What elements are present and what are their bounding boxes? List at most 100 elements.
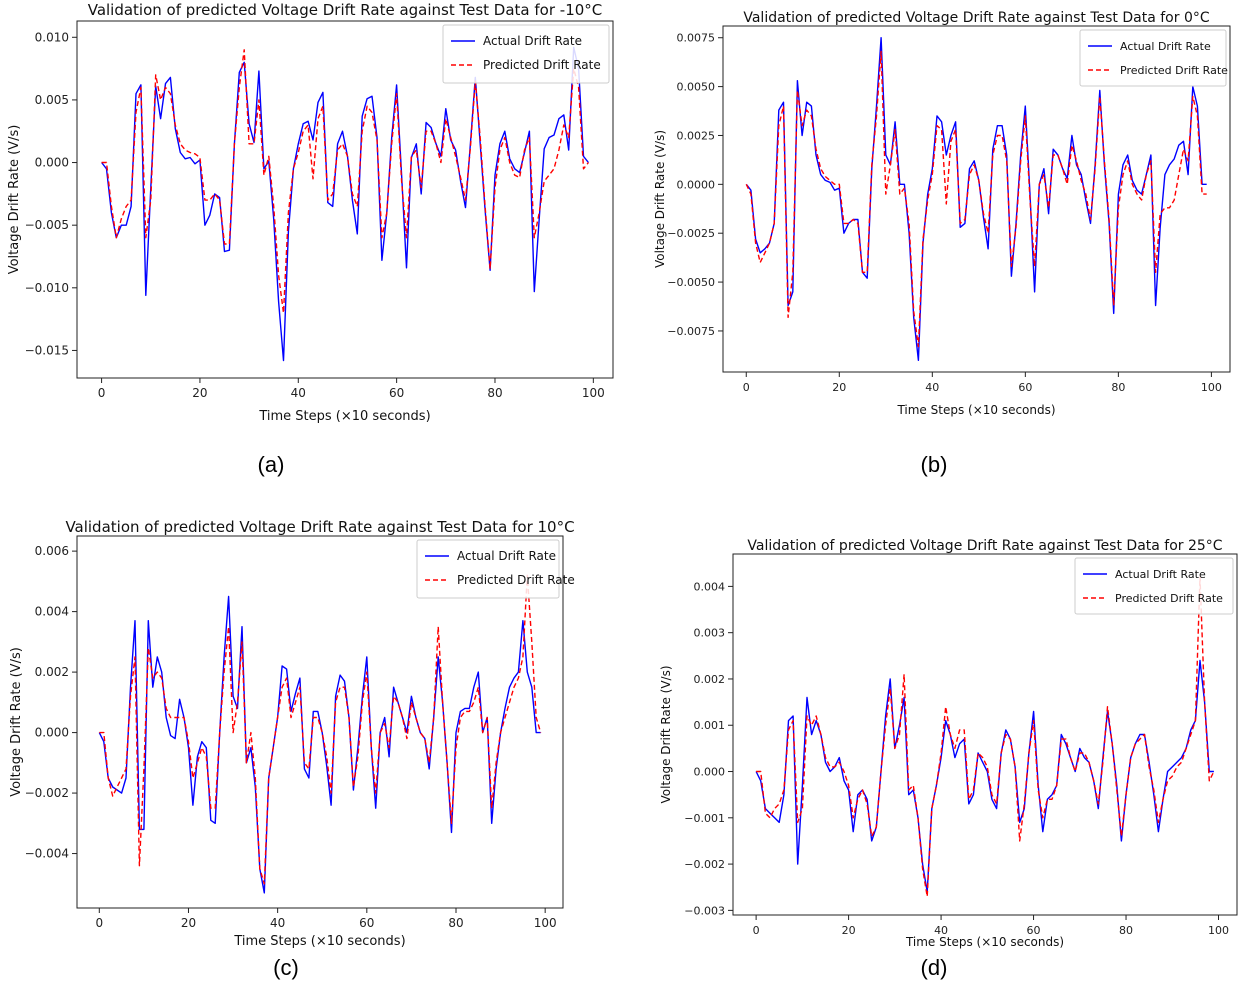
y-tick-label: 0.0075	[677, 32, 716, 45]
y-tick-label: 0.006	[35, 544, 69, 558]
chart-svg: Validation of predicted Voltage Drift Ra…	[7, 1, 614, 424]
x-tick-label: 80	[448, 916, 463, 930]
legend-box	[1079, 29, 1227, 87]
x-tick-label: 60	[359, 916, 374, 930]
x-axis-label: Time Steps (×10 seconds)	[258, 409, 430, 424]
legend: Actual Drift Rate Predicted Drift Rate	[1074, 557, 1234, 615]
y-tick-label: 0.001	[694, 719, 726, 732]
x-axis-label: Time Steps (×10 seconds)	[233, 934, 405, 949]
chart-svg: Validation of predicted Voltage Drift Ra…	[659, 538, 1238, 949]
x-tick-label: 40	[934, 924, 948, 937]
x-tick-label: 100	[1201, 381, 1222, 394]
legend-label: Predicted Drift Rate	[1115, 592, 1223, 605]
chart-title: Validation of predicted Voltage Drift Ra…	[65, 518, 574, 536]
x-tick-label: 20	[832, 381, 846, 394]
legend-label: Actual Drift Rate	[483, 34, 582, 48]
y-tick-label: 0.000	[35, 726, 69, 740]
plot-frame	[76, 20, 614, 379]
chart-panel-a: Validation of predicted Voltage Drift Ra…	[0, 0, 622, 438]
y-tick-label: 0.002	[35, 665, 69, 679]
legend: Actual Drift Rate Predicted Drift Rate	[416, 539, 575, 599]
caption-c: (c)	[273, 955, 299, 980]
y-tick-label: 0.003	[694, 627, 726, 640]
series-line-actual	[101, 46, 589, 362]
y-tick-label: 0.0050	[677, 81, 716, 94]
y-tick-label: 0.005	[35, 93, 69, 107]
x-tick-label: 80	[1111, 381, 1125, 394]
series-line-predicted	[756, 576, 1215, 898]
series-line-predicted	[745, 50, 1207, 348]
y-tick-label: −0.0025	[667, 227, 715, 240]
series-line-predicted	[101, 49, 589, 314]
legend-label: Predicted Drift Rate	[1120, 64, 1228, 77]
x-tick-label: 40	[291, 386, 306, 400]
legend-label: Actual Drift Rate	[1115, 568, 1206, 581]
x-tick-label: 0	[98, 386, 106, 400]
x-tick-label: 40	[925, 381, 939, 394]
chart-panel-b: Validation of predicted Voltage Drift Ra…	[648, 0, 1244, 438]
chart-title: Validation of predicted Voltage Drift Ra…	[743, 10, 1209, 26]
y-tick-label: −0.002	[25, 786, 69, 800]
legend-label: Actual Drift Rate	[457, 549, 556, 563]
y-tick-label: −0.005	[25, 218, 69, 232]
x-tick-label: 80	[487, 386, 502, 400]
x-tick-label: 20	[181, 916, 196, 930]
plot-frame	[732, 553, 1238, 916]
x-tick-label: 0	[753, 924, 760, 937]
x-axis-label: Time Steps (×10 seconds)	[896, 403, 1055, 417]
y-tick-label: 0.004	[35, 605, 69, 619]
y-tick-label: 0.0025	[677, 129, 716, 142]
y-tick-label: −0.0050	[667, 276, 715, 289]
chart-panel-d: Validation of predicted Voltage Drift Ra…	[648, 508, 1244, 949]
y-tick-label: −0.015	[25, 343, 69, 357]
caption-a: (a)	[257, 452, 285, 477]
chart-svg: Validation of predicted Voltage Drift Ra…	[9, 518, 575, 949]
x-tick-label: 80	[1119, 924, 1133, 937]
x-tick-label: 60	[1018, 381, 1032, 394]
x-tick-label: 100	[1208, 924, 1229, 937]
y-tick-label: −0.010	[25, 281, 69, 295]
y-axis-label: Voltage Drift Rate (V/s)	[9, 647, 24, 797]
legend-label: Predicted Drift Rate	[483, 58, 601, 72]
y-tick-label: −0.0075	[667, 325, 715, 338]
y-tick-label: 0.002	[694, 673, 726, 686]
y-axis-label: Voltage Drift Rate (V/s)	[7, 125, 22, 275]
y-tick-label: −0.001	[684, 812, 725, 825]
legend-label: Actual Drift Rate	[1120, 40, 1211, 53]
series-line-actual	[98, 595, 541, 894]
y-tick-label: 0.000	[694, 766, 726, 779]
series-line-actual	[745, 37, 1207, 361]
plot-frame	[722, 25, 1231, 373]
x-tick-label: 20	[842, 924, 856, 937]
chart-panel-c: Validation of predicted Voltage Drift Ra…	[0, 508, 622, 949]
chart-title: Validation of predicted Voltage Drift Ra…	[88, 1, 603, 19]
x-tick-label: 60	[1027, 924, 1041, 937]
x-tick-label: 100	[534, 916, 557, 930]
x-axis-label: Time Steps (×10 seconds)	[905, 935, 1064, 949]
legend: Actual Drift Rate Predicted Drift Rate	[442, 24, 610, 84]
legend-box	[442, 24, 610, 84]
y-tick-label: −0.004	[25, 847, 69, 861]
legend-label: Predicted Drift Rate	[457, 573, 575, 587]
y-axis-label: Voltage Drift Rate (V/s)	[659, 665, 673, 803]
legend-box	[416, 539, 560, 599]
x-tick-label: 40	[270, 916, 285, 930]
y-axis-label: Voltage Drift Rate (V/s)	[653, 130, 667, 268]
chart-title: Validation of predicted Voltage Drift Ra…	[747, 538, 1222, 554]
y-tick-label: 0.0000	[677, 178, 716, 191]
legend: Actual Drift Rate Predicted Drift Rate	[1079, 29, 1228, 87]
caption-b: (b)	[920, 452, 948, 477]
x-tick-label: 60	[389, 386, 404, 400]
y-tick-label: −0.002	[684, 858, 725, 871]
y-tick-label: 0.004	[694, 580, 726, 593]
legend-box	[1074, 557, 1234, 615]
y-tick-label: 0.010	[35, 30, 69, 44]
x-tick-label: 0	[95, 916, 103, 930]
y-tick-label: −0.003	[684, 904, 725, 917]
series-line-predicted	[99, 574, 542, 885]
x-tick-label: 100	[582, 386, 605, 400]
x-tick-label: 20	[192, 386, 207, 400]
x-tick-label: 0	[743, 381, 750, 394]
y-tick-label: 0.000	[35, 156, 69, 170]
caption-d: (d)	[920, 955, 948, 980]
